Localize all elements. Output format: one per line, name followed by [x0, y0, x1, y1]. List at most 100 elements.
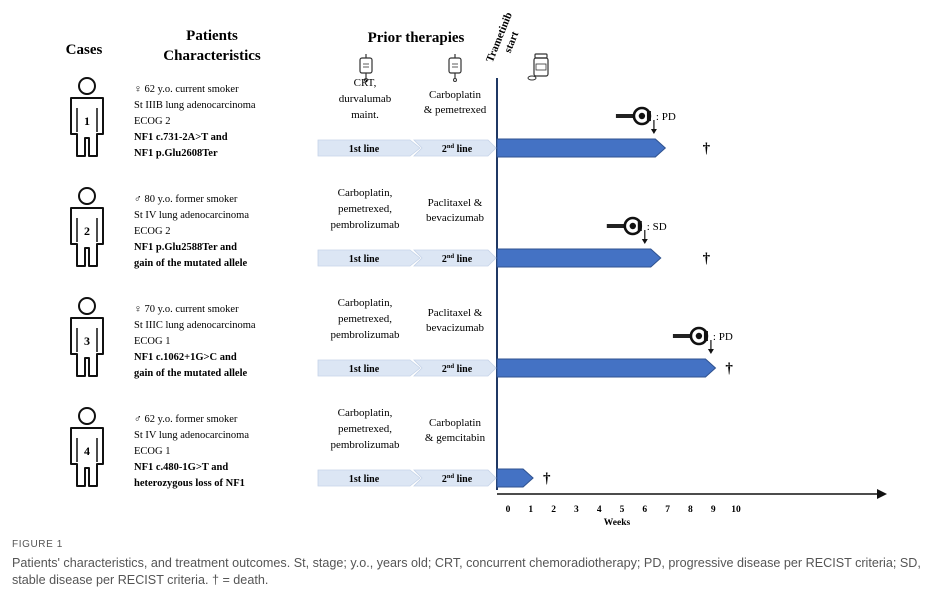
trametinib-treatment-bar [496, 358, 717, 378]
cases-header: Cases [66, 42, 103, 58]
iv-bag-icon [448, 53, 462, 83]
first-line-therapy-text: pembrolizumab [330, 329, 400, 341]
x-axis-arrowhead [877, 489, 887, 499]
second-line-therapy-text: Paclitaxel & [428, 307, 483, 319]
characteristic-line: ECOG 1 [134, 446, 170, 457]
second-line-label-text: line [454, 144, 473, 155]
second-line-label-number: 2 [442, 474, 447, 485]
x-axis-tick-label: 5 [620, 505, 625, 515]
death-marker: † [543, 471, 551, 487]
first-line-therapy-text: CRT, [354, 77, 377, 89]
response-label: : SD [647, 221, 667, 233]
first-line-arrow [317, 139, 421, 157]
case-number: 3 [84, 334, 90, 348]
characteristic-line: ♀ 62 y.o. current smoker [134, 84, 239, 95]
first-line-label: 1st line [349, 254, 380, 265]
x-axis-tick-label: 1 [528, 505, 533, 515]
characteristic-line: gain of the mutated allele [134, 368, 247, 379]
characteristic-line: St IV lung adenocarcinoma [134, 430, 249, 441]
case-row: 1 ♀ 62 y.o. current smoker St IIIB lung ad… [70, 77, 711, 159]
second-line-label-text: line [454, 254, 473, 265]
characteristic-line: St IIIB lung adenocarcinoma [134, 100, 256, 111]
second-line-label-suffix: nd [447, 473, 455, 480]
second-line-label: 2nd line [442, 363, 473, 375]
x-axis-tick-label: 2 [551, 505, 556, 515]
figure-label: FIGURE 1 [12, 539, 63, 550]
first-line-label: 1st line [349, 144, 380, 155]
characteristic-line: ECOG 1 [134, 336, 170, 347]
characteristic-line: ECOG 2 [134, 226, 170, 237]
x-axis-tick-label: 4 [597, 505, 602, 515]
second-line-label-suffix: nd [447, 363, 455, 370]
second-line-therapy-text: Paclitaxel & [428, 197, 483, 209]
down-arrow-head [650, 129, 657, 134]
first-line-therapy-text: pembrolizumab [330, 439, 400, 451]
tape-measure-icon [605, 216, 644, 236]
patients-header-line1: Patients [186, 28, 238, 44]
x-axis-tick-label: 0 [506, 505, 511, 515]
second-line-arrow [413, 469, 497, 487]
second-line-therapy-text: bevacizumab [426, 322, 485, 334]
characteristic-line: St IIIC lung adenocarcinoma [134, 320, 256, 331]
first-line-arrow [317, 249, 421, 267]
first-line-arrow [317, 469, 421, 487]
characteristic-line: gain of the mutated allele [134, 258, 247, 269]
x-axis-tick-label: 8 [688, 505, 693, 515]
second-line-arrow [413, 359, 497, 377]
case-number: 1 [84, 114, 90, 128]
death-marker: † [703, 251, 711, 267]
second-line-label-number: 2 [442, 364, 447, 375]
x-axis-tick-label: 9 [711, 505, 716, 515]
characteristic-line: ♂ 80 y.o. former smoker [134, 194, 238, 205]
second-line-arrow [413, 139, 497, 157]
case-row: 4 ♂ 62 y.o. former smoker St IV lung adeno… [70, 407, 551, 489]
tape-measure-icon [614, 106, 653, 126]
trametinib-start-label: Trametinib start [484, 11, 521, 65]
second-line-therapy-text: & gemcitabin [425, 432, 486, 444]
first-line-therapy-text: durvalumab [339, 93, 392, 105]
characteristic-line: St IV lung adenocarcinoma [134, 210, 249, 221]
characteristic-line: ECOG 2 [134, 116, 170, 127]
patients-header-line2: Characteristics [163, 48, 261, 64]
characteristic-line: NF1 p.Glu2608Ter [134, 148, 218, 159]
second-line-therapy-text: Carboplatin [429, 89, 481, 101]
characteristic-line: NF1 c.731-2A>T and [134, 132, 228, 143]
x-axis-tick-label: 3 [574, 505, 579, 515]
first-line-arrow [317, 359, 421, 377]
x-axis-label: Weeks [604, 518, 631, 528]
characteristic-line: ♀ 70 y.o. current smoker [134, 304, 239, 315]
first-line-therapy-text: Carboplatin, [338, 297, 393, 309]
x-axis-tick-label: 7 [665, 505, 670, 515]
first-line-therapy-text: pembrolizumab [330, 219, 400, 231]
down-arrow-head [707, 349, 714, 354]
second-line-label: 2nd line [442, 473, 473, 485]
x-axis-tick-label: 6 [642, 505, 647, 515]
second-line-label-text: line [454, 364, 473, 375]
first-line-therapy-text: maint. [351, 109, 379, 121]
prior-therapies-header: Prior therapies [368, 30, 465, 46]
death-marker: † [703, 141, 711, 157]
trametinib-treatment-bar [496, 138, 667, 158]
pill-bottle-icon [527, 53, 549, 81]
first-line-label: 1st line [349, 364, 380, 375]
first-line-therapy-text: Carboplatin, [338, 407, 393, 419]
figure-caption: Patients' characteristics, and treatment… [12, 556, 921, 587]
response-label: : PD [713, 331, 733, 343]
second-line-label-text: line [454, 474, 473, 485]
second-line-label-suffix: nd [447, 253, 455, 260]
first-line-therapy-text: pemetrexed, [338, 423, 392, 435]
characteristic-line: NF1 p.Glu2588Ter and [134, 242, 237, 253]
characteristic-line: ♂ 62 y.o. former smoker [134, 414, 238, 425]
x-axis-tick-label: 10 [731, 505, 741, 515]
case-number: 2 [84, 224, 90, 238]
first-line-therapy-text: pemetrexed, [338, 313, 392, 325]
second-line-therapy-text: bevacizumab [426, 212, 485, 224]
down-arrow-head [641, 239, 648, 244]
characteristic-line: NF1 c.1062+1G>C and [134, 352, 237, 363]
second-line-arrow [413, 249, 497, 267]
second-line-label: 2nd line [442, 143, 473, 155]
trametinib-treatment-bar [496, 468, 534, 488]
first-line-therapy-text: pemetrexed, [338, 203, 392, 215]
second-line-therapy-text: & pemetrexed [424, 104, 487, 116]
